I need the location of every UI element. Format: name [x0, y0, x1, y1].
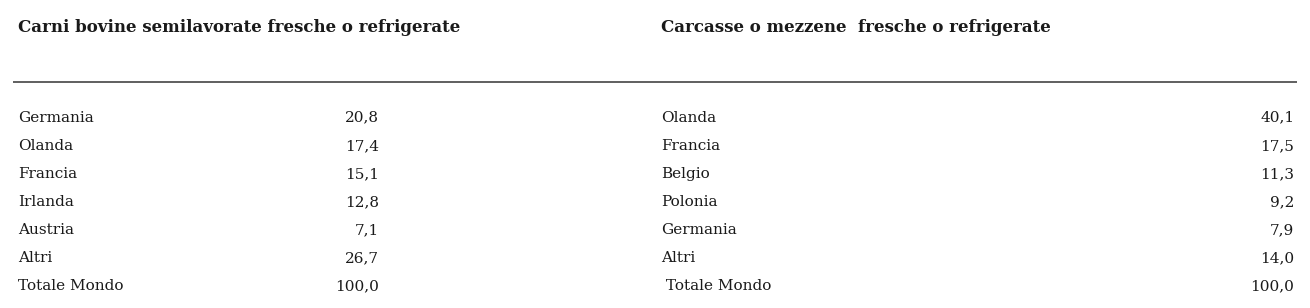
Text: Polonia: Polonia — [662, 195, 718, 209]
Text: 12,8: 12,8 — [345, 195, 379, 209]
Text: Carcasse o mezzene  fresche o refrigerate: Carcasse o mezzene fresche o refrigerate — [662, 19, 1051, 36]
Text: Altri: Altri — [662, 251, 696, 265]
Text: Austria: Austria — [18, 223, 75, 237]
Text: Francia: Francia — [18, 167, 77, 181]
Text: Belgio: Belgio — [662, 167, 710, 181]
Text: Olanda: Olanda — [662, 111, 717, 125]
Text: 100,0: 100,0 — [1251, 279, 1294, 293]
Text: Totale Mondo: Totale Mondo — [662, 279, 772, 293]
Text: 20,8: 20,8 — [345, 111, 379, 125]
Text: 26,7: 26,7 — [345, 251, 379, 265]
Text: Germania: Germania — [18, 111, 94, 125]
Text: 40,1: 40,1 — [1260, 111, 1294, 125]
Text: 14,0: 14,0 — [1260, 251, 1294, 265]
Text: 7,9: 7,9 — [1271, 223, 1294, 237]
Text: Irlanda: Irlanda — [18, 195, 75, 209]
Text: Olanda: Olanda — [18, 139, 73, 153]
Text: 9,2: 9,2 — [1269, 195, 1294, 209]
Text: Francia: Francia — [662, 139, 720, 153]
Text: Carni bovine semilavorate fresche o refrigerate: Carni bovine semilavorate fresche o refr… — [18, 19, 461, 36]
Text: 7,1: 7,1 — [355, 223, 379, 237]
Text: 100,0: 100,0 — [335, 279, 379, 293]
Text: 15,1: 15,1 — [345, 167, 379, 181]
Text: 17,5: 17,5 — [1260, 139, 1294, 153]
Text: Germania: Germania — [662, 223, 738, 237]
Text: Altri: Altri — [18, 251, 52, 265]
Text: 17,4: 17,4 — [345, 139, 379, 153]
Text: 11,3: 11,3 — [1260, 167, 1294, 181]
Text: Totale Mondo: Totale Mondo — [18, 279, 123, 293]
